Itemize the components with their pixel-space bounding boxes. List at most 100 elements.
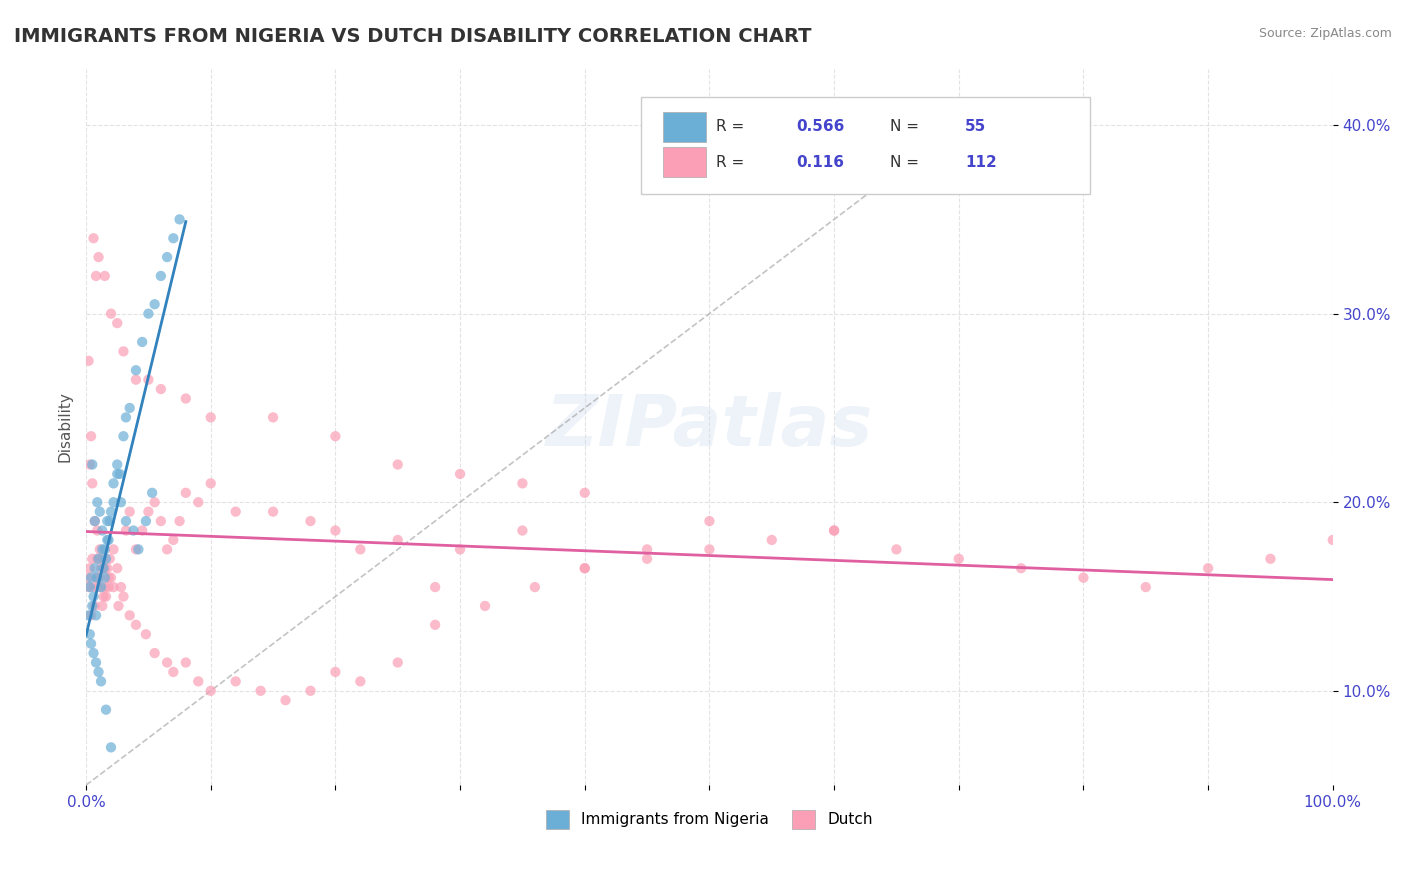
Point: [100, 307, 122, 321]
Text: 112: 112: [965, 155, 997, 169]
Point: [94, 542, 117, 557]
Point: [174, 485, 197, 500]
Point: [82, 476, 104, 491]
Text: ZIPatlas: ZIPatlas: [546, 392, 873, 461]
Point: [84, 656, 107, 670]
Point: [103, 542, 125, 557]
Point: [90, 561, 112, 575]
Legend: Immigrants from Nigeria, Dutch: Immigrants from Nigeria, Dutch: [540, 804, 879, 835]
Point: [387, 533, 409, 547]
Point: [103, 580, 125, 594]
Point: [299, 683, 322, 698]
Point: [523, 580, 546, 594]
Point: [823, 524, 845, 538]
Point: [387, 458, 409, 472]
Text: 0.116: 0.116: [797, 155, 845, 169]
Point: [79, 561, 101, 575]
Point: [100, 571, 122, 585]
Text: IMMIGRANTS FROM NIGERIA VS DUTCH DISABILITY CORRELATION CHART: IMMIGRANTS FROM NIGERIA VS DUTCH DISABIL…: [14, 27, 811, 45]
Point: [135, 514, 157, 528]
FancyBboxPatch shape: [664, 147, 706, 178]
Point: [86, 495, 108, 509]
Point: [512, 524, 534, 538]
Point: [187, 674, 209, 689]
Point: [93, 590, 115, 604]
Point: [200, 476, 222, 491]
Text: R =: R =: [716, 155, 754, 169]
Point: [94, 561, 117, 575]
Point: [156, 250, 179, 264]
Point: [91, 599, 114, 613]
Point: [143, 297, 166, 311]
Point: [98, 551, 121, 566]
Point: [636, 542, 658, 557]
Point: [77, 353, 100, 368]
Point: [200, 410, 222, 425]
Point: [90, 580, 112, 594]
Point: [80, 637, 103, 651]
Point: [187, 495, 209, 509]
Point: [149, 514, 172, 528]
Point: [138, 307, 160, 321]
Point: [423, 580, 446, 594]
Point: [761, 533, 783, 547]
Point: [83, 514, 105, 528]
Point: [143, 646, 166, 660]
Point: [91, 542, 114, 557]
Point: [135, 627, 157, 641]
Point: [349, 674, 371, 689]
Point: [100, 505, 122, 519]
Point: [1260, 551, 1282, 566]
Point: [174, 656, 197, 670]
Point: [169, 514, 191, 528]
Point: [387, 656, 409, 670]
Point: [200, 683, 222, 698]
Point: [96, 514, 118, 528]
Point: [143, 495, 166, 509]
Point: [699, 514, 721, 528]
Point: [156, 542, 179, 557]
Point: [156, 656, 179, 670]
Text: Source: ZipAtlas.com: Source: ZipAtlas.com: [1258, 27, 1392, 40]
Text: N =: N =: [890, 119, 924, 134]
Point: [97, 533, 120, 547]
Point: [1135, 580, 1157, 594]
Point: [149, 382, 172, 396]
Point: [512, 476, 534, 491]
Point: [103, 476, 125, 491]
Point: [97, 580, 120, 594]
Point: [94, 571, 117, 585]
Point: [80, 429, 103, 443]
Point: [82, 551, 104, 566]
Point: [94, 590, 117, 604]
Point: [103, 495, 125, 509]
Point: [82, 458, 104, 472]
Point: [1010, 561, 1032, 575]
Point: [77, 608, 100, 623]
Point: [574, 485, 596, 500]
Point: [262, 505, 284, 519]
Point: [449, 542, 471, 557]
Point: [299, 514, 322, 528]
Point: [83, 231, 105, 245]
Point: [574, 561, 596, 575]
Point: [125, 617, 148, 632]
Point: [474, 599, 496, 613]
Point: [87, 665, 110, 679]
Point: [162, 231, 184, 245]
Point: [83, 599, 105, 613]
Point: [83, 590, 105, 604]
Point: [110, 495, 132, 509]
Point: [122, 524, 145, 538]
Point: [83, 561, 105, 575]
Point: [325, 429, 347, 443]
FancyBboxPatch shape: [641, 97, 1090, 194]
Point: [138, 373, 160, 387]
Point: [141, 485, 163, 500]
Point: [97, 571, 120, 585]
Point: [82, 599, 104, 613]
Point: [149, 268, 172, 283]
Point: [325, 665, 347, 679]
Point: [174, 392, 197, 406]
Y-axis label: Disability: Disability: [58, 392, 72, 462]
